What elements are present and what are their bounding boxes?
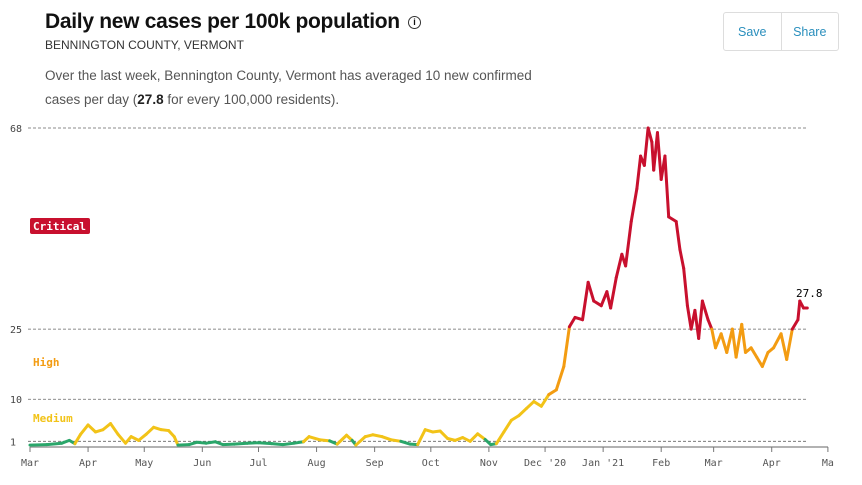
x-tick-label: Ma [822, 458, 834, 469]
series-segment [204, 440, 217, 445]
series-segment [710, 327, 718, 350]
band-label-medium: Medium [33, 412, 73, 425]
series-segment [399, 439, 412, 446]
x-tick-label: Mar [21, 458, 39, 469]
series-segment [581, 280, 590, 322]
series-segment [416, 428, 427, 447]
series-segment [655, 131, 663, 181]
y-tick-label: 25 [10, 325, 22, 336]
series-segment [257, 441, 274, 446]
series-segment [642, 126, 650, 167]
series-segment [389, 438, 403, 443]
y-tick-label: 10 [10, 395, 22, 406]
x-tick-label: Mar [705, 458, 723, 469]
summary-text: Over the last week, Bennington County, V… [45, 68, 532, 107]
series-segment [609, 276, 618, 310]
series-segment [790, 318, 800, 331]
x-tick-label: Nov [480, 458, 498, 469]
series-segment [740, 322, 747, 354]
series-segment [86, 423, 98, 434]
series-segment [567, 315, 577, 329]
series-segment [116, 432, 128, 445]
x-tick-label: Jul [249, 458, 267, 469]
series-segment [554, 365, 566, 392]
action-buttons: Save Share [723, 12, 839, 51]
share-button[interactable]: Share [780, 13, 839, 50]
series-segment [476, 432, 487, 441]
band-label-critical: Critical [33, 220, 86, 233]
series-segment [562, 325, 571, 368]
x-tick-label: Apr [763, 458, 781, 469]
series-segment [646, 126, 654, 144]
series-segment [586, 280, 596, 303]
series-segment [354, 435, 367, 447]
series-segment [682, 266, 689, 308]
series-segment [749, 346, 759, 359]
series-segment [502, 418, 513, 434]
series-segment [137, 432, 148, 442]
series-segment [79, 423, 90, 436]
x-tick-label: Oct [422, 458, 440, 469]
series-segment [232, 441, 249, 446]
location-subtitle: BENNINGTON COUNTY, VERMONT [45, 38, 244, 52]
series-segment [45, 441, 64, 447]
y-tick-label: 68 [10, 124, 22, 135]
series-segment [380, 435, 393, 442]
series-segment [624, 220, 633, 268]
series-segment [281, 441, 296, 447]
x-tick-label: Apr [79, 458, 97, 469]
x-tick-label: Jan '21 [582, 458, 624, 469]
x-tick-label: Aug [308, 458, 326, 469]
page-title: Daily new cases per 100k population i [45, 10, 421, 34]
series-segment [292, 440, 305, 445]
info-icon[interactable]: i [407, 16, 421, 29]
series-segment [706, 318, 714, 331]
critical-badge [30, 218, 90, 234]
series-segment [73, 432, 83, 446]
series-segment [697, 299, 704, 340]
series-segment [734, 322, 744, 359]
series-segment [371, 433, 384, 439]
y-tick-label: 1 [10, 437, 16, 448]
series-segment [517, 407, 528, 418]
series-segment [760, 350, 770, 368]
series-segment [318, 438, 332, 443]
series-segment [101, 422, 113, 432]
series-segment [109, 422, 120, 436]
series-segment [629, 187, 639, 224]
series-segment [307, 435, 322, 442]
x-tick-label: Jun [193, 458, 211, 469]
band-label-high: High [33, 356, 60, 369]
series-segment [539, 393, 551, 408]
series-segment [494, 430, 506, 446]
series-segment [785, 327, 794, 361]
series-segment [195, 440, 208, 445]
x-tick-label: Dec '20 [524, 458, 566, 469]
series-segment [614, 252, 624, 280]
series-segment [796, 299, 802, 322]
x-tick-label: Feb [652, 458, 670, 469]
series-segment [144, 425, 156, 436]
series-segment [779, 332, 789, 361]
save-button[interactable]: Save [738, 24, 767, 39]
series-segment [635, 154, 643, 191]
series-segment [270, 442, 285, 447]
series-segment [674, 220, 682, 252]
series-segment [663, 154, 671, 219]
series-segment [678, 248, 686, 270]
series-segment [172, 435, 180, 447]
series-segment [468, 432, 480, 443]
series-segment [335, 433, 349, 446]
series-segment [772, 332, 783, 350]
x-tick-label: Sep [366, 458, 384, 469]
rate-value: 27.8 [137, 92, 164, 107]
series-segment [524, 400, 536, 411]
series-segment [719, 332, 729, 354]
series-segment [714, 332, 723, 350]
series-segment [700, 299, 710, 322]
last-value-label: 27.8 [796, 287, 823, 300]
series-segment [438, 429, 450, 441]
x-tick-label: May [135, 458, 153, 469]
